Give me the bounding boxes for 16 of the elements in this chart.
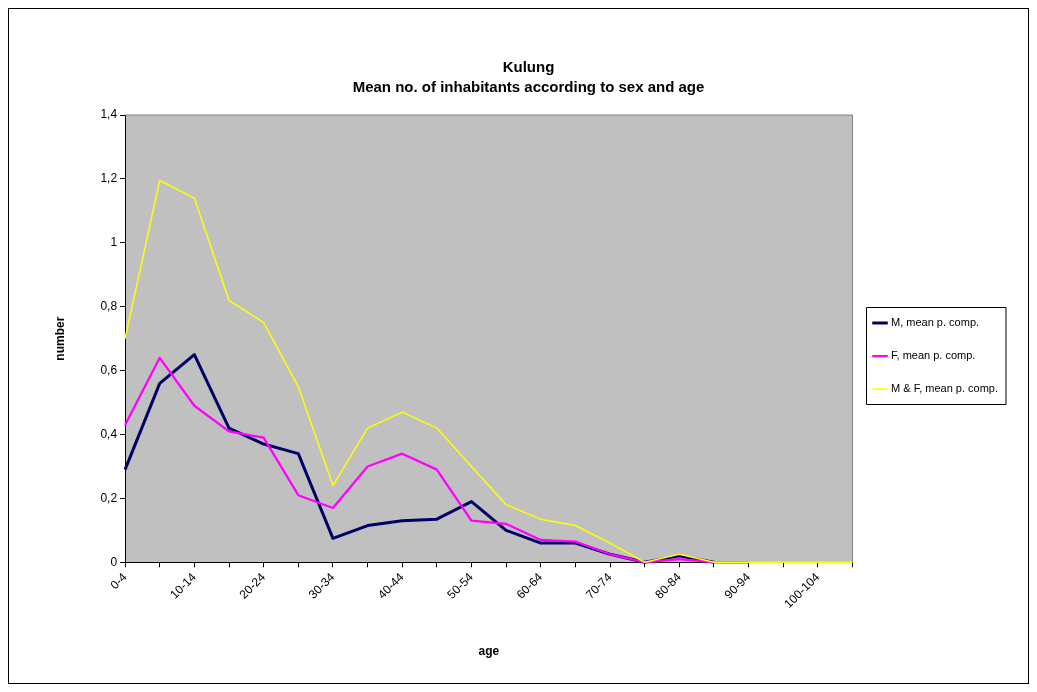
legend-label: M, mean p. comp. — [891, 316, 980, 329]
y-tick-label: 1,2 — [100, 171, 118, 186]
y-tick-label: 0,6 — [100, 362, 118, 377]
y-tick-label: 0,4 — [100, 426, 118, 441]
x-axis-title: age — [478, 644, 500, 659]
y-tick-label: 1 — [110, 235, 118, 250]
legend-label: M & F, mean p. comp. — [891, 382, 998, 395]
legend-label: F, mean p. comp. — [891, 349, 976, 362]
chart-subtitle: Mean no. of inhabitants according to sex and age — [352, 78, 705, 96]
chart-title: Kulung — [502, 58, 555, 76]
y-tick-label: 0,2 — [100, 490, 118, 505]
y-axis-title: number — [52, 316, 67, 361]
x-tick-label: 0-4 — [107, 569, 130, 593]
y-tick-label: 0 — [110, 554, 118, 569]
y-tick-label: 1,4 — [100, 107, 118, 122]
y-tick-label: 0,8 — [100, 299, 118, 313]
